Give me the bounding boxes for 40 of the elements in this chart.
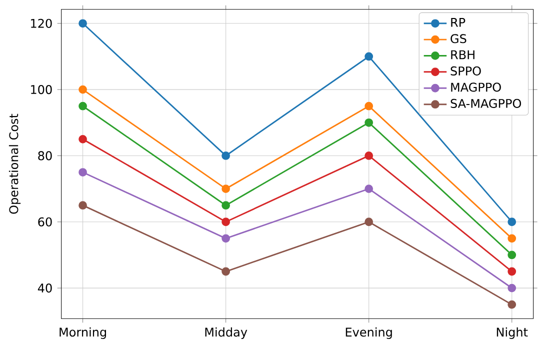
point <box>222 152 230 160</box>
y-tick-label: 60 <box>38 217 52 226</box>
point <box>222 234 230 243</box>
point <box>364 218 374 226</box>
point <box>78 134 87 144</box>
y-tick-label: 40 <box>38 284 52 293</box>
point <box>508 250 516 260</box>
y-axis-title: Operational Cost <box>8 114 21 214</box>
point <box>364 152 374 160</box>
x-tick-label: Midday <box>205 327 248 339</box>
point <box>222 267 230 276</box>
point <box>508 300 516 309</box>
x-tick-label: Morning <box>60 327 106 339</box>
y-tick-label: 120 <box>31 18 52 28</box>
y-tick-label: 100 <box>31 85 52 94</box>
y-tick-label: 80 <box>38 151 52 160</box>
point <box>508 267 516 276</box>
legend-label: MAGPPO <box>451 82 501 92</box>
legend-label: RBH <box>451 50 474 60</box>
point <box>508 284 516 292</box>
point <box>78 19 87 28</box>
point <box>364 102 374 110</box>
point <box>78 85 87 94</box>
legend-label: SPPO <box>450 66 481 76</box>
point <box>78 168 87 176</box>
point <box>222 218 230 226</box>
point <box>364 184 374 194</box>
legend-label: RP <box>451 18 466 27</box>
point <box>508 218 516 226</box>
point <box>364 118 374 127</box>
point <box>78 201 87 210</box>
x-tick-label: Evening <box>346 327 392 339</box>
point <box>78 102 87 110</box>
legend-label: SA-MAGPPO <box>450 98 522 108</box>
x-tick-label: Night <box>496 327 528 339</box>
point <box>364 52 374 61</box>
point <box>222 184 230 194</box>
legend-label: GS <box>450 34 466 44</box>
point <box>508 234 516 243</box>
point <box>222 201 230 210</box>
